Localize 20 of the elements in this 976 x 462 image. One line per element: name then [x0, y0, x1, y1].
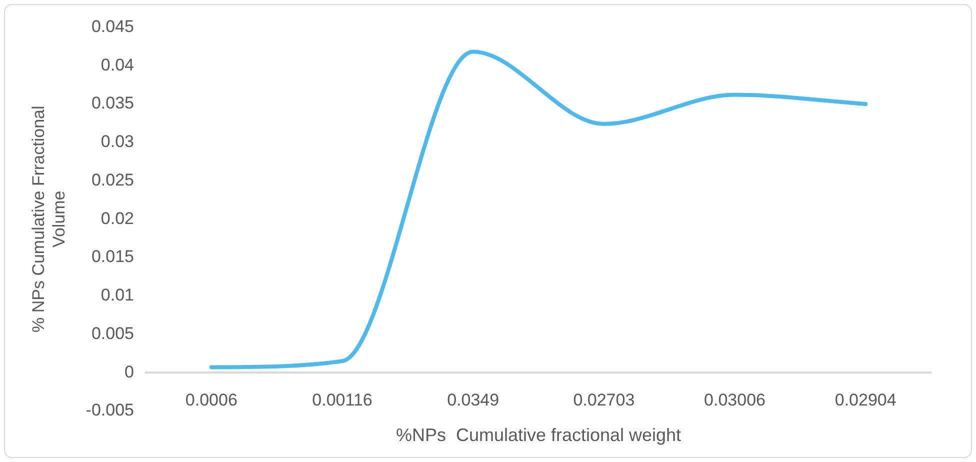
y-tick-label: 0.01	[100, 286, 134, 305]
y-tick-label: 0.045	[91, 16, 134, 36]
x-tick-label: 0.02703	[573, 390, 635, 410]
x-tick-label: 0.0349	[447, 390, 500, 410]
y-tick-label: 0.005	[91, 324, 134, 343]
y-tick-label: 0.025	[91, 170, 134, 190]
x-tick-label: 0.03006	[704, 390, 766, 410]
y-tick-label: 0.03	[100, 132, 134, 152]
x-axis-title: %NPs Cumulative fractional weight	[396, 424, 682, 445]
x-tick-label: 0.0006	[185, 390, 238, 410]
y-tick-label: -0.005	[86, 400, 134, 420]
y-tick-label: 0	[124, 362, 134, 382]
line-series	[209, 50, 868, 370]
y-axis-title: % NPs Cumulative Frractional Volume	[28, 106, 68, 332]
y-tick-label: 0.04	[100, 55, 134, 74]
x-tick-label: 0.00116	[312, 390, 372, 410]
y-tick-label: 0.035	[91, 94, 134, 113]
y-tick-label: 0.015	[91, 247, 134, 266]
x-tick-label: 0.02904	[834, 390, 896, 410]
y-tick-label: 0.02	[100, 208, 134, 228]
